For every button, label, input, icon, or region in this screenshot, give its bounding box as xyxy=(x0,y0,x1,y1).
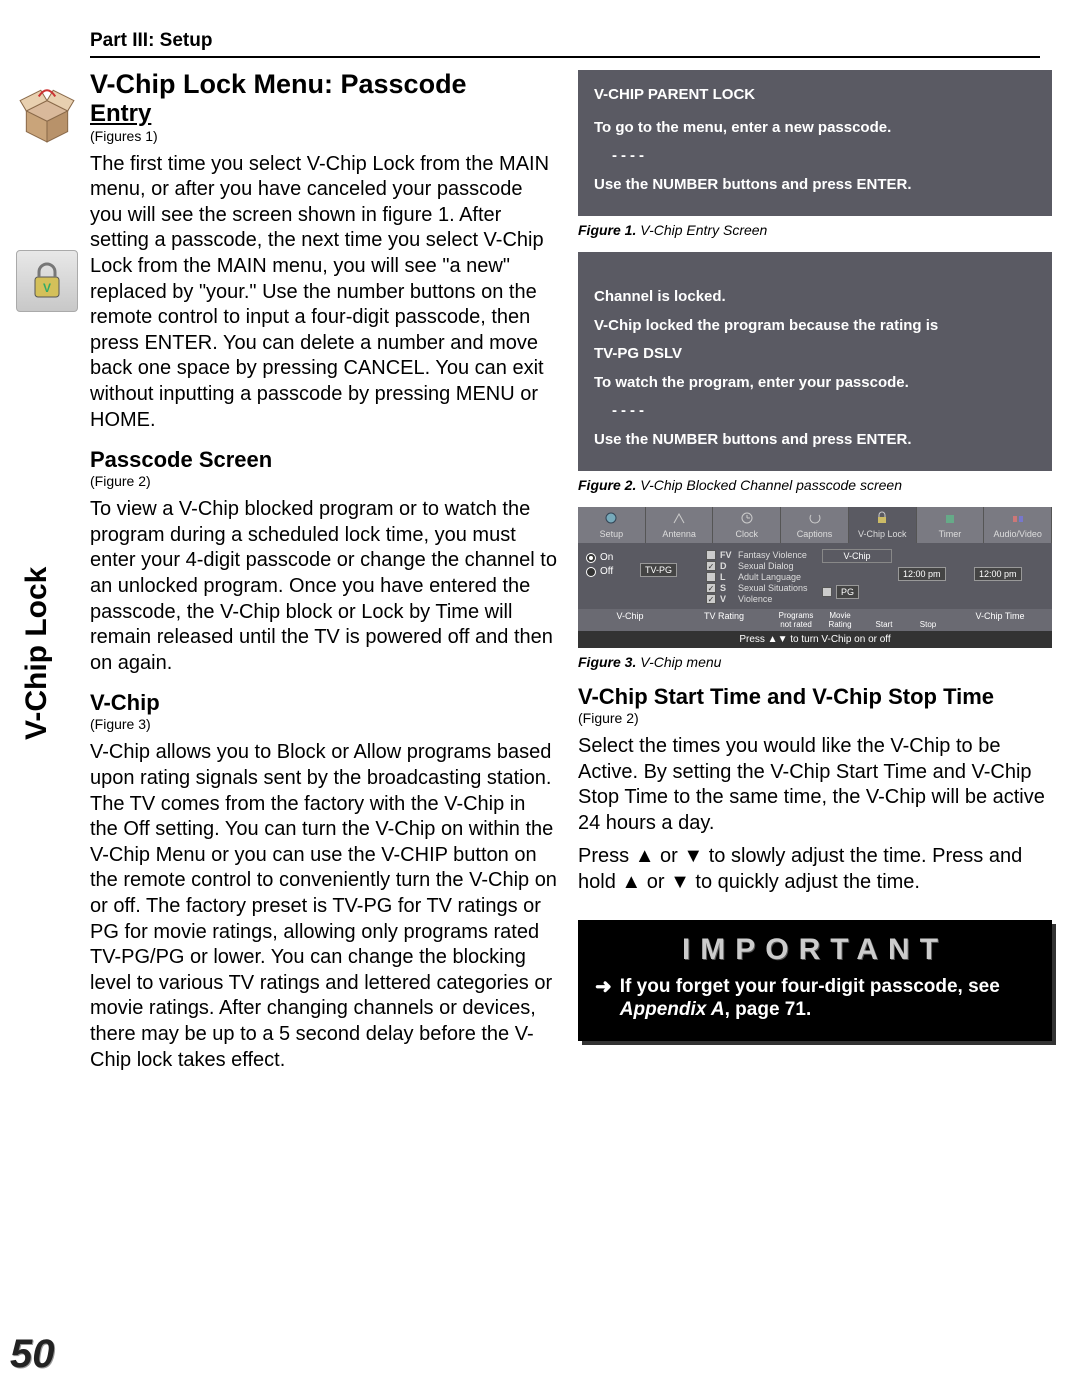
radio-label: On xyxy=(600,552,613,563)
vchip-blocked-screen: Channel is locked. V-Chip locked the pro… xyxy=(578,252,1052,471)
vchip-menu-screenshot: Setup Antenna Clock Captions V-Chip Lock… xyxy=(578,507,1052,648)
tab-audio-video: Audio/Video xyxy=(984,507,1052,543)
page-subtitle: Entry xyxy=(90,100,558,128)
category-row: FVFantasy Violence xyxy=(706,550,816,560)
caption-text: V-Chip Blocked Channel passcode screen xyxy=(636,477,902,493)
panel-text: Channel is locked. xyxy=(594,286,1036,309)
heading-start-stop-time: V-Chip Start Time and V-Chip Stop Time xyxy=(578,684,1052,710)
triangle-down-icon: ▼ xyxy=(670,870,690,896)
tab-timer: Timer xyxy=(917,507,985,543)
checkbox-icon xyxy=(706,550,716,560)
panel-text: To go to the menu, enter a new passcode. xyxy=(594,117,1036,140)
caption-text: V-Chip Entry Screen xyxy=(636,222,767,238)
lock-icon: V xyxy=(16,250,78,312)
category-row: SSexual Situations xyxy=(706,583,816,593)
start-time-value: 12:00 pm xyxy=(898,567,946,581)
panel-text: To watch the program, enter your passcod… xyxy=(594,372,1036,395)
menu-footer-hint: Press ▲▼ to turn V-Chip on or off xyxy=(578,631,1052,648)
caption-bold: Figure 1. xyxy=(578,222,636,238)
important-title: IMPORTANT xyxy=(595,933,1035,967)
arrow-right-icon: ➜ xyxy=(595,975,612,1000)
checkbox-icon xyxy=(706,583,716,593)
triangle-up-icon: ▲ xyxy=(635,844,655,870)
left-column: V-Chip Lock Menu: Passcode Entry (Figure… xyxy=(90,70,558,1073)
heading-passcode-screen: Passcode Screen xyxy=(90,447,558,473)
triangle-down-icon: ▼ xyxy=(683,844,703,870)
figure-caption: Figure 1. V-Chip Entry Screen xyxy=(578,222,1052,238)
important-text: If you forget your four-digit passcode, … xyxy=(620,975,1035,1023)
figure-caption: Figure 2. V-Chip Blocked Channel passcod… xyxy=(578,477,1052,493)
category-row: VViolence xyxy=(706,594,816,604)
column-header: V-Chip xyxy=(822,549,892,563)
menu-tabs: Setup Antenna Clock Captions V-Chip Lock… xyxy=(578,507,1052,543)
tab-clock: Clock xyxy=(713,507,781,543)
caption-bold: Figure 3. xyxy=(578,654,636,670)
menu-body: On Off TV-PG FVFantasy ViolenceDSexual D… xyxy=(578,543,1052,609)
paragraph: Press ▲ or ▼ to slowly adjust the time. … xyxy=(578,844,1052,895)
paragraph: Select the times you would like the V-Ch… xyxy=(578,734,1052,836)
passcode-placeholder: ---- xyxy=(612,400,1018,423)
triangle-up-icon: ▲ xyxy=(621,870,641,896)
caption-text: V-Chip menu xyxy=(636,654,721,670)
radio-on-icon xyxy=(586,553,596,563)
page-title: V-Chip Lock Menu: Passcode xyxy=(90,70,558,100)
passcode-placeholder: ---- xyxy=(612,145,1018,168)
right-column: V-CHIP PARENT LOCK To go to the menu, en… xyxy=(578,70,1052,1073)
menu-sublabels: V-Chip TV Rating Programs not ratedMovie… xyxy=(578,609,1052,631)
caption-bold: Figure 2. xyxy=(578,477,636,493)
radio-off-icon xyxy=(586,567,596,577)
tab-setup: Setup xyxy=(578,507,646,543)
tab-vchip-lock: V-Chip Lock xyxy=(849,507,917,543)
checkbox-icon xyxy=(706,572,716,582)
stop-time-value: 12:00 pm xyxy=(974,567,1022,581)
checkbox-icon xyxy=(706,561,716,571)
category-row: DSexual Dialog xyxy=(706,561,816,571)
panel-text: Use the NUMBER buttons and press ENTER. xyxy=(594,429,1036,452)
figure-ref: (Figure 3) xyxy=(90,716,558,732)
page-number: 50 xyxy=(10,1332,55,1377)
svg-text:V: V xyxy=(43,281,51,295)
figure-ref: (Figure 2) xyxy=(90,473,558,489)
category-row: LAdult Language xyxy=(706,572,816,582)
paragraph: The first time you select V-Chip Lock fr… xyxy=(90,152,558,434)
radio-label: Off xyxy=(600,566,613,577)
paragraph: To view a V-Chip blocked program or to w… xyxy=(90,497,558,676)
tv-rating-value: TV-PG xyxy=(640,563,677,577)
vchip-entry-screen: V-CHIP PARENT LOCK To go to the menu, en… xyxy=(578,70,1052,216)
manual-page: Part III: Setup V V-Chip Lock 50 V-Chip … xyxy=(0,0,1080,1397)
panel-text: Use the NUMBER buttons and press ENTER. xyxy=(594,174,1036,197)
figure-ref: (Figure 2) xyxy=(578,710,1052,726)
movie-rating-value: PG xyxy=(836,585,859,599)
section-tab-label: V-Chip Lock xyxy=(20,567,54,740)
checkbox-icon xyxy=(822,587,832,597)
panel-text: V-Chip locked the program because the ra… xyxy=(594,315,1036,338)
panel-title: V-CHIP PARENT LOCK xyxy=(594,84,1036,107)
open-box-icon xyxy=(16,82,78,144)
part-header: Part III: Setup xyxy=(90,30,1040,58)
important-callout: IMPORTANT ➜ If you forget your four-digi… xyxy=(578,920,1052,1042)
tab-captions: Captions xyxy=(781,507,849,543)
checkbox-icon xyxy=(706,594,716,604)
figure-ref: (Figures 1) xyxy=(90,128,558,144)
panel-text: TV-PG DSLV xyxy=(594,343,1036,366)
figure-caption: Figure 3. V-Chip menu xyxy=(578,654,1052,670)
tab-antenna: Antenna xyxy=(646,507,714,543)
paragraph: V-Chip allows you to Block or Allow prog… xyxy=(90,740,558,1073)
heading-vchip: V-Chip xyxy=(90,690,558,716)
